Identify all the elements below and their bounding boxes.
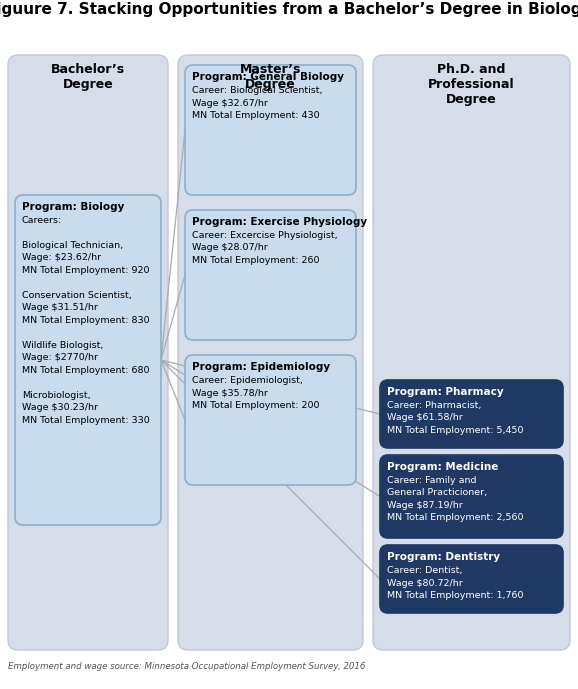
Text: Program: Dentistry: Program: Dentistry — [387, 552, 500, 562]
FancyBboxPatch shape — [373, 55, 570, 650]
Text: Career: Epidemiologist,
Wage $35.78/hr
MN Total Employment: 200: Career: Epidemiologist, Wage $35.78/hr M… — [192, 376, 320, 410]
FancyBboxPatch shape — [380, 455, 563, 538]
Text: Figuure 7. Stacking Opportunities from a Bachelor’s Degree in Biology: Figuure 7. Stacking Opportunities from a… — [0, 2, 578, 17]
FancyBboxPatch shape — [8, 55, 168, 650]
FancyBboxPatch shape — [185, 355, 356, 485]
Text: Master’s
Degree: Master’s Degree — [240, 63, 301, 91]
Text: Career: Biological Scientist,
Wage $32.67/hr
MN Total Employment: 430: Career: Biological Scientist, Wage $32.6… — [192, 86, 323, 120]
Text: Career: Family and
General Practicioner,
Wage $87.19/hr
MN Total Employment: 2,5: Career: Family and General Practicioner,… — [387, 476, 524, 522]
FancyBboxPatch shape — [15, 195, 161, 525]
FancyBboxPatch shape — [178, 55, 363, 650]
Text: Program: Medicine: Program: Medicine — [387, 462, 498, 472]
Text: Program: General Biology: Program: General Biology — [192, 72, 344, 82]
FancyBboxPatch shape — [185, 65, 356, 195]
FancyBboxPatch shape — [185, 210, 356, 340]
Text: Careers:

Biological Technician,
Wage: $23.62/hr
MN Total Employment: 920

Conse: Careers: Biological Technician, Wage: $2… — [22, 216, 150, 425]
Text: Bachelor’s
Degree: Bachelor’s Degree — [51, 63, 125, 91]
Text: Program: Epidemiology: Program: Epidemiology — [192, 362, 330, 372]
Text: Ph.D. and
Professional
Degree: Ph.D. and Professional Degree — [428, 63, 515, 106]
Text: Employment and wage source: Minnesota Occupational Employment Survey, 2016: Employment and wage source: Minnesota Oc… — [8, 662, 365, 671]
Text: Program: Exercise Physiology: Program: Exercise Physiology — [192, 217, 367, 227]
Text: Career: Excercise Physiologist,
Wage $28.07/hr
MN Total Employment: 260: Career: Excercise Physiologist, Wage $28… — [192, 231, 338, 265]
Text: Career: Dentist,
Wage $80.72/hr
MN Total Employment: 1,760: Career: Dentist, Wage $80.72/hr MN Total… — [387, 566, 524, 600]
FancyBboxPatch shape — [380, 545, 563, 613]
FancyBboxPatch shape — [380, 380, 563, 448]
Text: Program: Pharmacy: Program: Pharmacy — [387, 387, 503, 397]
Text: Program: Biology: Program: Biology — [22, 202, 124, 212]
Text: Career: Pharmacist,
Wage $61.58/hr
MN Total Employment: 5,450: Career: Pharmacist, Wage $61.58/hr MN To… — [387, 401, 524, 435]
